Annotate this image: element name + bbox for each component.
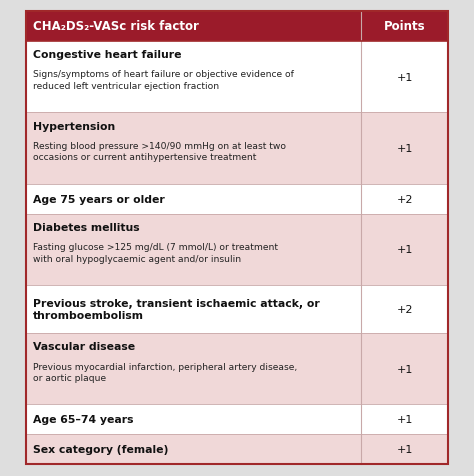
- Bar: [362, 113, 448, 185]
- Text: Hypertension: Hypertension: [33, 122, 116, 131]
- Text: Fasting glucose >125 mg/dL (7 mmol/L) or treatment
with oral hypoglycaemic agent: Fasting glucose >125 mg/dL (7 mmol/L) or…: [33, 243, 278, 263]
- Text: Resting blood pressure >140/90 mmHg on at least two
occasions or current antihyp: Resting blood pressure >140/90 mmHg on a…: [33, 142, 286, 162]
- Text: Sex category (female): Sex category (female): [33, 444, 169, 454]
- Text: Previous myocardial infarction, peripheral artery disease,
or aortic plaque: Previous myocardial infarction, peripher…: [33, 362, 297, 382]
- Bar: [26, 333, 362, 405]
- Text: +1: +1: [397, 72, 413, 82]
- Bar: [26, 12, 448, 42]
- Text: +1: +1: [397, 364, 413, 374]
- Bar: [362, 185, 448, 214]
- Text: Vascular disease: Vascular disease: [33, 342, 135, 352]
- Text: +1: +1: [397, 444, 413, 454]
- Text: Age 65–74 years: Age 65–74 years: [33, 415, 134, 425]
- Bar: [26, 405, 362, 435]
- Bar: [362, 405, 448, 435]
- Text: Signs/symptoms of heart failure or objective evidence of
reduced left ventricula: Signs/symptoms of heart failure or objec…: [33, 70, 294, 90]
- Bar: [26, 12, 448, 464]
- Bar: [26, 435, 362, 464]
- Bar: [26, 214, 362, 286]
- Text: Previous stroke, transient ischaemic attack, or
thromboembolism: Previous stroke, transient ischaemic att…: [33, 298, 320, 320]
- Bar: [362, 42, 448, 113]
- Bar: [26, 286, 362, 333]
- Text: +1: +1: [397, 144, 413, 154]
- Bar: [362, 333, 448, 405]
- Bar: [26, 113, 362, 185]
- Bar: [362, 286, 448, 333]
- Text: Diabetes mellitus: Diabetes mellitus: [33, 223, 140, 233]
- Text: +1: +1: [397, 245, 413, 255]
- Text: CHA₂DS₂-VASc risk factor: CHA₂DS₂-VASc risk factor: [33, 20, 199, 33]
- Bar: [362, 435, 448, 464]
- Text: Points: Points: [384, 20, 426, 33]
- Text: Age 75 years or older: Age 75 years or older: [33, 194, 165, 204]
- Text: +2: +2: [396, 194, 413, 204]
- Text: +1: +1: [397, 415, 413, 425]
- Bar: [26, 42, 362, 113]
- Bar: [26, 185, 362, 214]
- Text: +2: +2: [396, 305, 413, 314]
- Bar: [362, 214, 448, 286]
- Text: Congestive heart failure: Congestive heart failure: [33, 50, 182, 60]
